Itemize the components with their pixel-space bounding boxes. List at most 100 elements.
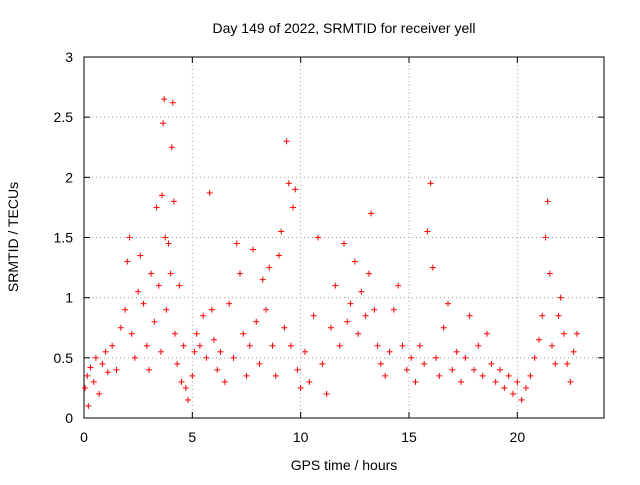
data-point: [185, 396, 191, 403]
data-point: [159, 192, 165, 199]
data-point: [128, 330, 135, 337]
data-point: [488, 360, 495, 367]
data-point: [315, 234, 321, 241]
data-point: [206, 189, 213, 196]
data-point: [263, 306, 269, 313]
data-point: [240, 330, 247, 337]
data-point: [374, 342, 381, 349]
x-tick-label: 15: [401, 429, 417, 445]
data-point: [399, 342, 406, 349]
data-point: [250, 246, 256, 253]
data-point: [445, 300, 451, 307]
data-point: [294, 366, 301, 373]
data-point: [161, 96, 168, 103]
data-point: [287, 342, 294, 349]
x-tick-label: 10: [293, 429, 309, 445]
data-point: [567, 378, 574, 385]
data-point: [355, 330, 362, 337]
data-point: [208, 306, 215, 313]
data-point: [449, 366, 456, 373]
data-point: [160, 120, 167, 127]
points-layer: [82, 96, 580, 409]
data-point: [214, 366, 221, 373]
data-point: [501, 384, 508, 391]
data-point: [536, 336, 542, 343]
data-point: [560, 330, 567, 337]
data-point: [382, 372, 389, 379]
data-point: [85, 402, 92, 409]
data-point: [297, 384, 304, 391]
data-point: [174, 360, 181, 367]
data-point: [546, 270, 553, 277]
chart-title: Day 149 of 2022, SRMTID for receiver yel…: [213, 20, 476, 36]
y-tick-label: 0.5: [54, 350, 74, 366]
data-point: [518, 396, 525, 403]
data-point: [140, 300, 147, 307]
data-point: [221, 378, 228, 385]
data-point: [243, 372, 250, 379]
x-tick-label: 0: [80, 429, 88, 445]
data-point: [266, 264, 273, 271]
data-point: [117, 324, 124, 331]
data-point: [479, 372, 486, 379]
data-point: [146, 366, 152, 373]
data-point: [256, 360, 263, 367]
data-point: [131, 354, 138, 361]
data-point: [390, 306, 397, 313]
data-point: [290, 204, 297, 211]
y-tick-label: 1: [65, 290, 73, 306]
data-point: [211, 336, 217, 343]
data-point: [193, 330, 200, 337]
data-point: [557, 294, 564, 301]
data-point: [170, 198, 177, 205]
data-point: [344, 318, 351, 325]
y-tick-label: 2: [65, 169, 73, 185]
data-point: [510, 390, 516, 397]
data-point: [573, 330, 580, 337]
data-point: [253, 318, 260, 325]
data-point: [292, 186, 299, 193]
data-point: [458, 378, 464, 385]
data-point: [336, 342, 343, 349]
data-point: [148, 270, 155, 277]
data-point: [157, 348, 164, 355]
data-point: [492, 378, 499, 385]
data-point: [347, 300, 354, 307]
data-point: [424, 228, 431, 235]
data-point: [368, 210, 375, 217]
data-point: [319, 360, 326, 367]
grid-layer: [84, 57, 604, 418]
y-tick-label: 3: [65, 49, 73, 65]
data-point: [124, 258, 131, 265]
data-point: [259, 276, 266, 283]
data-point: [544, 198, 551, 205]
data-point: [126, 234, 133, 241]
data-point: [421, 360, 428, 367]
data-point: [403, 366, 410, 373]
data-point: [153, 204, 160, 211]
data-point: [165, 240, 172, 247]
data-point: [310, 312, 317, 319]
data-point: [233, 240, 240, 247]
data-point: [466, 312, 473, 319]
data-point: [99, 360, 106, 367]
data-point: [475, 342, 482, 349]
data-point: [386, 348, 393, 355]
x-axis-label: GPS time / hours: [291, 457, 398, 473]
y-tick-label: 0: [65, 410, 73, 426]
data-point: [278, 228, 285, 235]
y-axis-label: SRMTID / TECUs: [5, 182, 21, 292]
data-point: [497, 366, 503, 373]
data-point: [377, 360, 384, 367]
data-point: [104, 369, 111, 376]
data-point: [217, 348, 224, 355]
data-point: [196, 342, 203, 349]
data-point: [226, 300, 233, 307]
data-point: [429, 264, 436, 271]
data-point: [453, 348, 460, 355]
data-point: [505, 372, 512, 379]
data-point: [539, 312, 546, 319]
data-point: [189, 372, 196, 379]
